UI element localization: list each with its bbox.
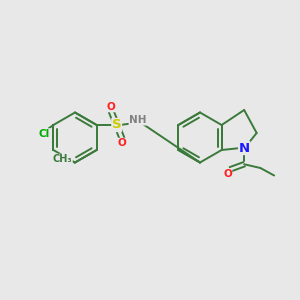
Text: S: S <box>112 118 122 131</box>
Text: O: O <box>223 169 232 179</box>
Text: O: O <box>118 138 127 148</box>
Text: Cl: Cl <box>39 129 50 139</box>
Text: N: N <box>238 142 250 154</box>
Text: O: O <box>107 102 116 112</box>
Text: NH: NH <box>129 115 147 125</box>
Text: CH₃: CH₃ <box>53 154 72 164</box>
